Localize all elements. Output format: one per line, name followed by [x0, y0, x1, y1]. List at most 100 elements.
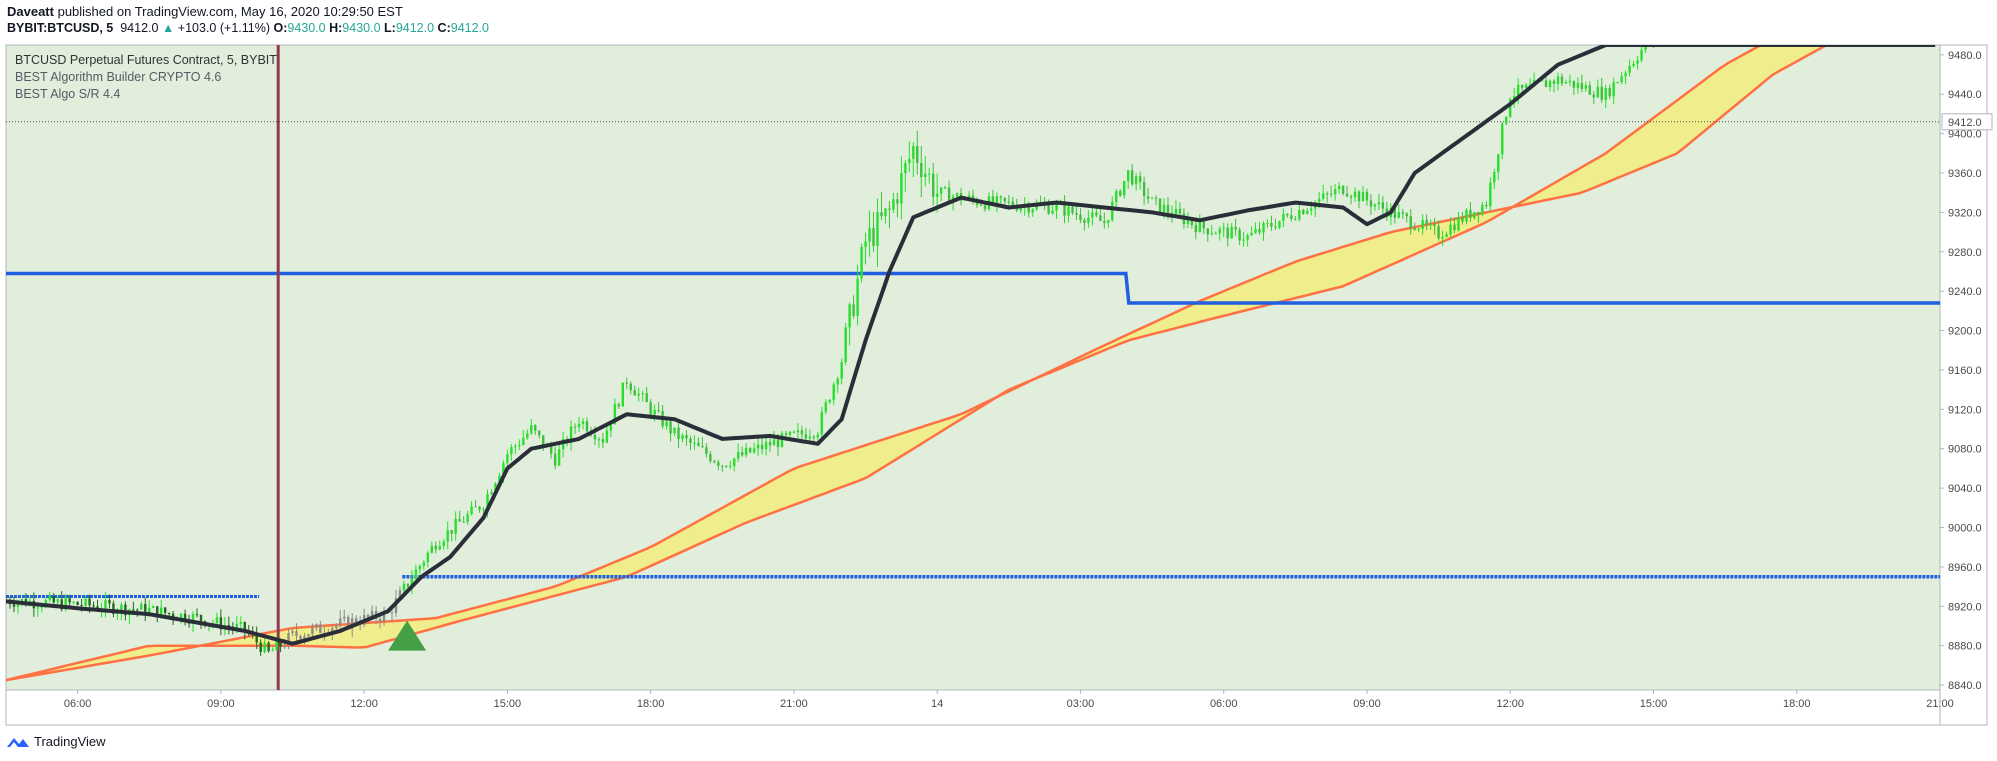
candle-body — [1544, 80, 1548, 88]
candle-body — [1230, 226, 1233, 239]
candle-body — [1099, 215, 1102, 221]
candle-body — [1202, 221, 1206, 229]
candle-body — [382, 611, 386, 622]
open-value: 9430.0 — [287, 21, 326, 35]
candle-body — [1282, 213, 1285, 221]
tradingview-logo-icon — [7, 737, 29, 747]
candle-body — [52, 595, 55, 603]
candle-body — [1445, 234, 1448, 237]
candle-body — [132, 609, 135, 611]
candle-body — [502, 463, 505, 476]
candle-body — [1325, 193, 1329, 195]
candle-body — [255, 634, 258, 643]
band-upper-line — [6, 45, 1830, 682]
candle-body — [1501, 123, 1504, 155]
close-label: C: — [437, 21, 451, 35]
candle-body — [370, 610, 374, 618]
candle-body — [354, 618, 358, 624]
candle-body — [1596, 86, 1599, 98]
candle-body — [669, 421, 672, 434]
candle-body — [884, 208, 887, 217]
candle-body — [633, 390, 636, 396]
legend-indicator-1[interactable]: BEST Algorithm Builder CRYPTO 4.6 — [15, 70, 222, 84]
x-tick-label: 15:00 — [1640, 698, 1668, 710]
candle-body — [776, 439, 780, 448]
candle-body — [1604, 88, 1607, 100]
candle-body — [235, 623, 239, 629]
candle-body — [1516, 84, 1520, 97]
candle-body — [1278, 220, 1281, 228]
candle-body — [621, 382, 625, 407]
last-price-box — [1941, 113, 1993, 131]
moving-average-line — [6, 45, 1936, 646]
candle-body — [681, 435, 684, 440]
candle-body — [303, 636, 306, 640]
legend-indicator-2[interactable]: BEST Algo S/R 4.4 — [15, 87, 121, 101]
price-change: +103.0 (+1.11%) — [177, 21, 270, 35]
candle-body — [792, 431, 796, 433]
candle-body — [1027, 205, 1030, 213]
candle-body — [812, 436, 816, 438]
candle-body — [179, 613, 183, 620]
candle-body — [569, 426, 573, 443]
candle-body — [1632, 63, 1635, 66]
candle-body — [832, 384, 835, 400]
candle-body — [1126, 170, 1130, 182]
candle-body — [900, 173, 903, 204]
footer-brand: TradingView — [34, 734, 106, 749]
candle-body — [577, 423, 581, 427]
candle-body — [112, 603, 115, 615]
candle-body — [1636, 60, 1639, 64]
candle-body — [422, 562, 426, 566]
candle-body — [892, 199, 895, 210]
candle-body — [1660, 35, 1662, 37]
published-text: published on TradingView.com, May 16, 20… — [57, 4, 403, 19]
legend-symbol[interactable]: BTCUSD Perpetual Futures Contract, 5, BY… — [15, 53, 277, 67]
candle-body — [796, 430, 800, 433]
candle-body — [1302, 210, 1305, 214]
candle-body — [239, 621, 242, 624]
candle-body — [1218, 228, 1221, 234]
candle-body — [1075, 212, 1078, 215]
candle-body — [243, 621, 246, 631]
high-label: H: — [329, 21, 343, 35]
candle-body — [311, 627, 314, 635]
candle-body — [1051, 210, 1054, 214]
candle-body — [191, 614, 195, 624]
candle-body — [780, 433, 784, 448]
candle-body — [335, 625, 338, 629]
band-lower-line — [6, 45, 1764, 682]
candle-body — [649, 402, 652, 415]
candle-body — [908, 158, 911, 164]
candle-body — [1162, 204, 1166, 213]
tradingview-footer[interactable]: TradingView — [6, 734, 106, 749]
candle-body — [1142, 181, 1146, 197]
candle-body — [1254, 229, 1257, 233]
candle-body — [1298, 210, 1301, 220]
candle-body — [450, 530, 453, 534]
candle-body — [148, 607, 151, 615]
candle-body — [1083, 219, 1086, 223]
candle-body — [426, 552, 430, 563]
candle-body — [430, 545, 433, 553]
candle-body — [482, 509, 485, 511]
candle-body — [1067, 206, 1070, 216]
publisher-line: Daveatt published on TradingView.com, Ma… — [7, 4, 403, 19]
candle-body — [852, 304, 855, 316]
candle-body — [1644, 45, 1647, 50]
author-name[interactable]: Daveatt — [7, 4, 54, 19]
candle-body — [1465, 209, 1468, 222]
y-tick-label: 9440.0 — [1948, 89, 1982, 101]
candle-body — [470, 506, 473, 515]
candle-body — [263, 642, 266, 653]
candle-body — [685, 435, 688, 439]
last-price: 9412.0 — [120, 21, 159, 35]
candle-body — [1560, 76, 1564, 84]
candle-body — [522, 437, 525, 445]
chart-frame — [5, 44, 1988, 726]
candle-body — [1071, 206, 1074, 213]
candle-body — [844, 327, 847, 363]
y-tick-label: 9320.0 — [1948, 207, 1982, 219]
candle-body — [1055, 204, 1058, 211]
